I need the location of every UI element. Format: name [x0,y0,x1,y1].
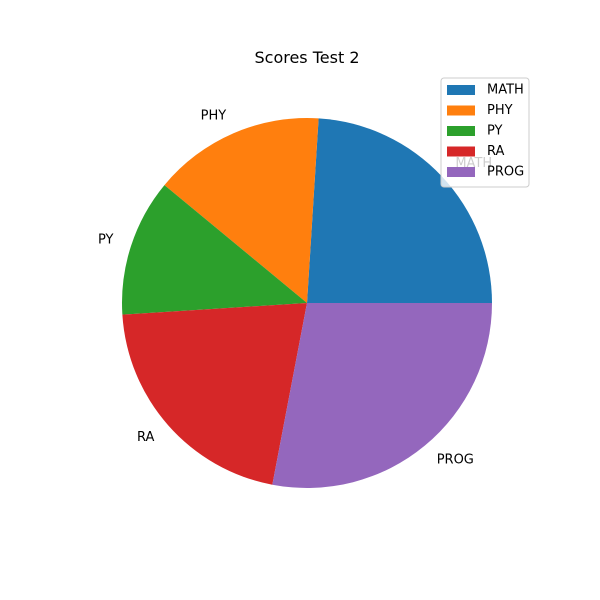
legend-swatch-py [447,126,475,136]
slice-label-prog: PROG [437,452,474,467]
legend-swatch-phy [447,105,475,116]
pie-slice-math [307,118,492,304]
legend-frame [440,77,530,188]
pie-slices [122,118,492,488]
legend-swatch-ra [447,146,475,157]
slice-label-phy: PHY [201,109,227,124]
legend-label-py: PY [487,124,503,139]
pie-slice-phy [164,118,319,304]
chart-title: Scores Test 2 [254,48,359,67]
slice-label-ra: RA [137,430,155,445]
pie-slice-prog [272,303,492,488]
legend-label-ra: RA [487,144,505,159]
legend-swatch-prog [447,167,475,177]
legend-label-prog: PROG [487,165,524,180]
pie-slice-py [122,185,307,315]
legend: MATH PHY PY RA PROG [440,77,530,188]
legend-label-math: MATH [487,83,524,98]
slice-label-py: PY [98,233,114,248]
legend-swatch-math [447,85,475,95]
pie-slice-ra [122,303,308,485]
legend-label-phy: PHY [487,103,513,118]
